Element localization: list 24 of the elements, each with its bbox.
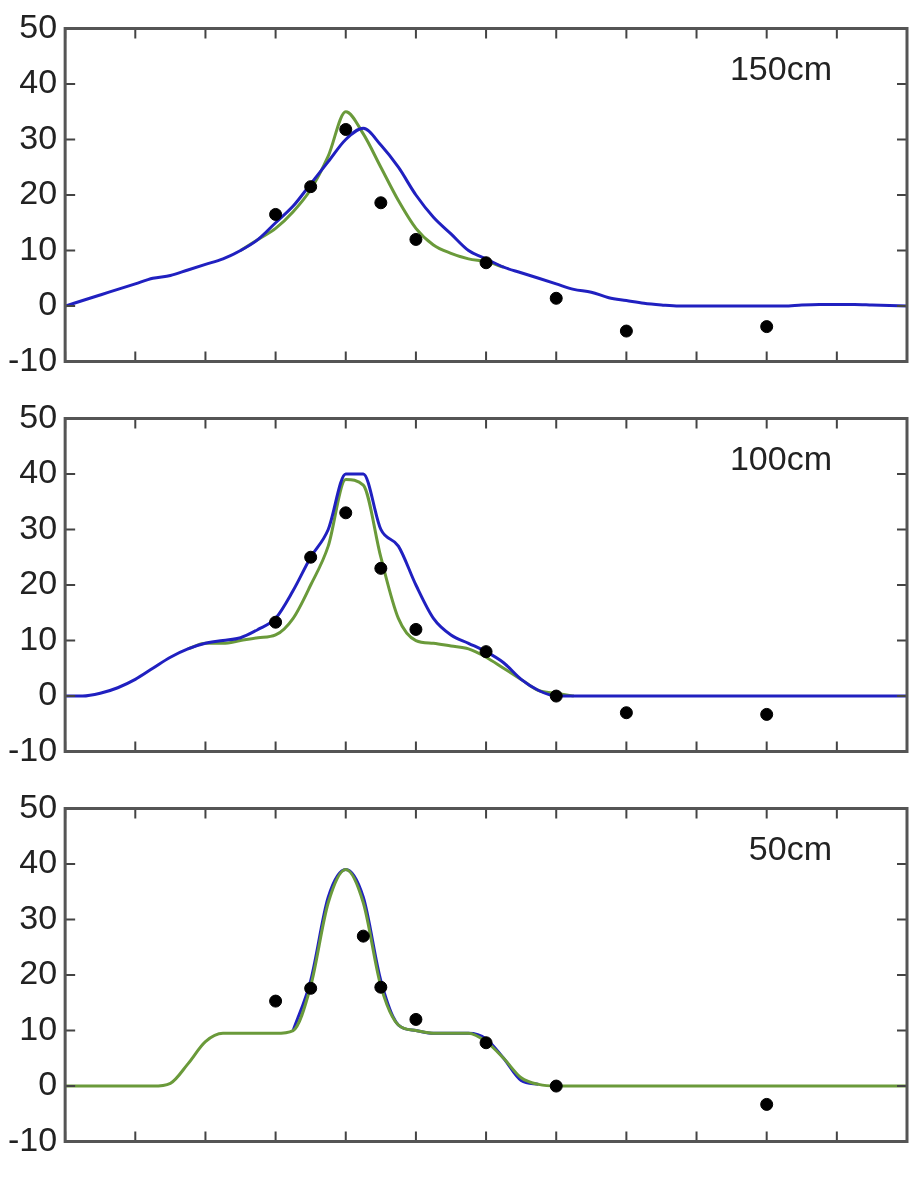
y-tick-label: 10	[19, 228, 58, 267]
y-tick-label: 10	[19, 1008, 58, 1047]
y-tick-label: 30	[19, 507, 58, 546]
y-tick-label: 0	[38, 284, 58, 323]
y-tick-label: 10	[19, 618, 58, 657]
y-tick-label: 20	[19, 563, 58, 602]
annotation: 100cm	[729, 438, 832, 477]
y-tick-label: 50	[19, 6, 58, 45]
annotation: 150cm	[729, 48, 832, 87]
y-tick-label: 20	[19, 953, 58, 992]
y-tick-label: 30	[19, 897, 58, 936]
y-tick-label: 40	[19, 452, 58, 491]
y-tick-label: 50	[19, 396, 58, 435]
y-tick-label: 40	[19, 842, 58, 881]
y-tick-label: -10	[8, 339, 58, 378]
y-tick-label: 40	[19, 62, 58, 101]
y-tick-label: -10	[8, 729, 58, 768]
y-tick-label: 0	[38, 674, 58, 713]
annotation: 50cm	[748, 828, 832, 867]
y-tick-label: 20	[19, 173, 58, 212]
y-tick-label: -10	[8, 1119, 58, 1158]
y-tick-label: 50	[19, 786, 58, 825]
y-tick-label: 0	[38, 1064, 58, 1103]
y-tick-label: 30	[19, 117, 58, 156]
